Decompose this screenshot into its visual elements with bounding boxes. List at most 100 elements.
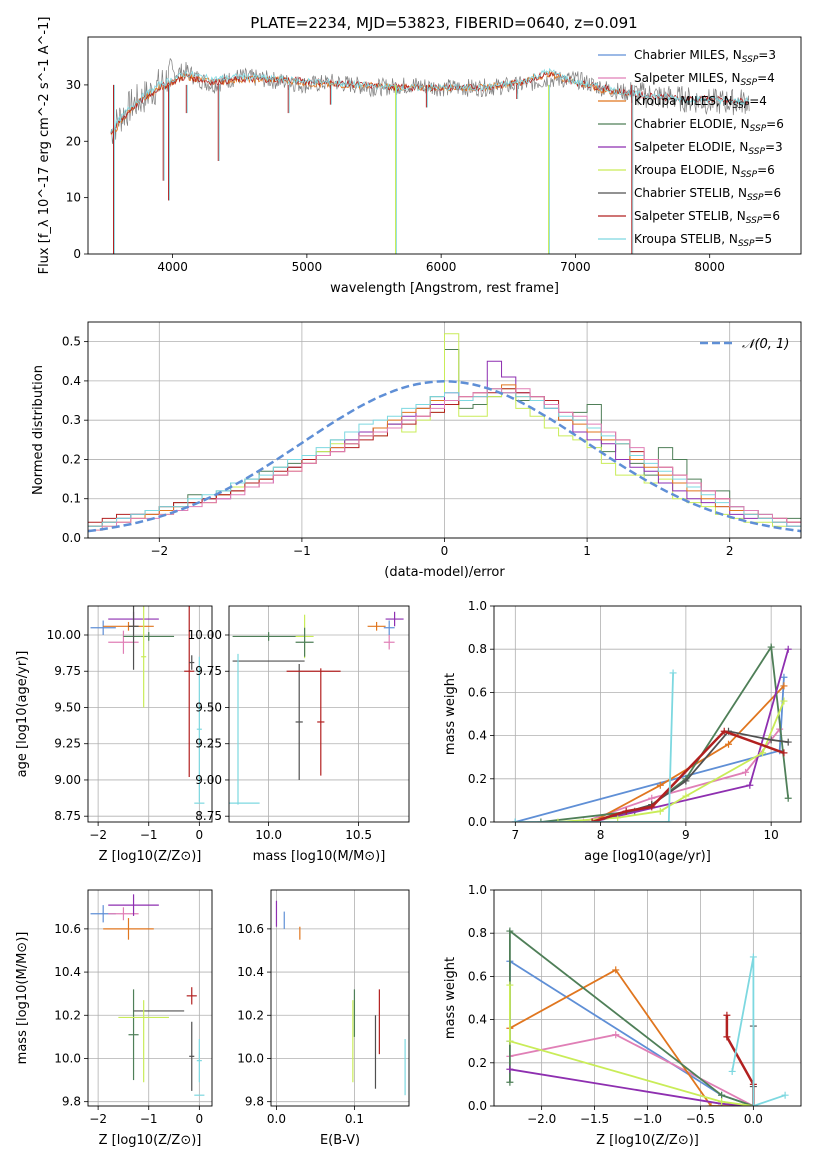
plot-area [88,333,801,533]
axes-frame [270,889,410,1107]
data-point-marker [588,818,596,822]
x-tick-label: 0 [196,1112,204,1126]
grid-lines [271,890,409,1106]
data-point-marker [749,953,757,961]
mass-weight-line [557,700,785,822]
axes-frame [87,889,213,1107]
y-tick-label: 30 [66,78,81,92]
plot-area [275,900,406,1096]
x-tick-label: −2.0 [527,1112,556,1126]
legend-text: Salpeter ELODIE, N [634,140,748,154]
chart-age-vs-mass: 10.0 10.5 8.75 9.00 9.25 9.50 9.75 10.00 mass [l… [188,605,410,864]
legend-suffix: =6 [764,186,782,200]
legend-entry: Salpeter STELIB, NSSP=6 [634,209,780,226]
data-point-marker [718,1098,726,1106]
legend-subscript: SSP [750,124,767,134]
grid-lines [229,606,409,822]
data-point-marker [665,818,673,822]
data-point-marker [707,1102,715,1106]
x-axis-label: (data-model)/error [384,565,505,580]
y-axis-label: mass weight [443,957,458,1039]
mass-weight-line [508,929,754,1106]
x-tick-label: −2 [89,828,107,842]
y-tick-label: 0.8 [468,926,487,940]
x-axis-label: Z [log10(Z/Z⊙)] [99,849,202,864]
data-point-marker [506,927,514,935]
data-point-marker [612,1031,620,1039]
x-tick-label: 1 [583,544,591,558]
x-tick-label: 6000 [426,260,457,274]
y-tick-label: 10.2 [54,1008,81,1022]
y-tick-label: 1.0 [468,883,487,897]
y-tick-label: 10.4 [237,965,264,979]
chart-mass-vs-ebv: 0.0 0.1 9.8 10.0 10.2 10.4 10.6 E(B-V) [237,889,410,1148]
y-tick-label: 0.4 [468,729,487,743]
data-point-marker [723,1011,731,1019]
chart-mass-weight-vs-age: 7 8 9 10 0.0 0.2 0.4 0.6 0.8 1.0 age [log10(age/yr… [443,599,802,864]
mass-weight-line [515,672,674,822]
data-point-marker [780,673,788,681]
legend-suffix: =6 [766,117,784,131]
mass-weight-line [509,968,754,1106]
y-tick-label: 9.75 [195,664,222,678]
legend-suffix: =3 [765,140,783,154]
y-tick-label: 0.6 [468,969,487,983]
data-point-marker [781,1091,789,1099]
y-tick-label: 9.25 [195,737,222,751]
y-tick-label: 10.6 [54,922,81,936]
x-axis-label: Z [log10(Z/Z⊙)] [596,1133,699,1148]
data-point-marker [720,727,728,735]
data-point-marker [656,781,664,789]
y-tick-label: 10.2 [237,1008,264,1022]
normal-distribution-curve [88,380,801,533]
legend-text: Kroupa MILES, N [634,94,733,108]
x-tick-label: 4000 [157,260,188,274]
chart-mass-weight-vs-Z: −2.0 −1.5 −1.0 −0.5 0.0 0.0 0.2 0.4 0.6 0.8 1.0 Z [… [443,883,802,1148]
x-tick-label: 8 [597,828,605,842]
x-tick-label: 10 [764,828,779,842]
data-point-marker [506,981,514,989]
y-axis-label: Flux [f_λ 10^-17 erg cm^-2 s^-1 A^-1] [37,17,52,275]
x-tick-label: 0.0 [744,1112,763,1126]
x-tick-label: 9 [682,828,690,842]
y-tick-label: 0 [73,247,81,261]
x-tick-label: 5000 [292,260,323,274]
plot-area [90,606,205,804]
legend-suffix: =3 [758,48,776,62]
chart-spectrum: 4000 5000 6000 7000 8000 0 10 20 30 wavelength [A… [37,17,802,296]
data-point-marker [784,645,792,653]
plot-area [110,57,750,254]
y-tick-label: 0.6 [468,685,487,699]
x-tick-label: −0.5 [686,1112,715,1126]
plot-area [90,894,205,1096]
legend-text: Chabrier MILES, N [634,48,742,62]
y-tick-label: 9.25 [54,737,81,751]
legend-entry: Salpeter MILES, NSSP=4 [634,71,775,88]
data-point-marker [669,669,677,677]
data-point-marker [506,1078,514,1086]
legend-subscript: SSP [733,101,750,111]
mass-weight-line [515,677,785,822]
x-tick-label: 7 [511,828,519,842]
data-point-marker [749,1102,757,1106]
legend-text: Kroupa ELODIE, N [634,163,741,177]
x-tick-label: 10.0 [255,828,282,842]
y-tick-label: 9.00 [54,773,81,787]
grid-lines [88,606,212,822]
model-spectrum-line [110,71,750,135]
grid-lines [88,890,212,1106]
x-tick-label: 2 [726,544,734,558]
data-point-marker [506,1037,514,1045]
data-point-marker [780,749,788,757]
y-axis-label: Normed distribution [31,365,46,495]
data-point-marker [648,794,656,802]
y-tick-label: 10.0 [54,1051,81,1065]
data-point-marker [784,794,792,802]
mass-weight-line [508,959,754,1106]
legend-subscript: SSP [741,170,758,180]
x-axis-label: mass [log10(M/M⊙)] [253,849,386,864]
y-tick-label: 9.8 [62,1095,81,1109]
legend-text: Salpeter MILES, N [634,71,741,85]
legend-suffix: =4 [749,94,767,108]
